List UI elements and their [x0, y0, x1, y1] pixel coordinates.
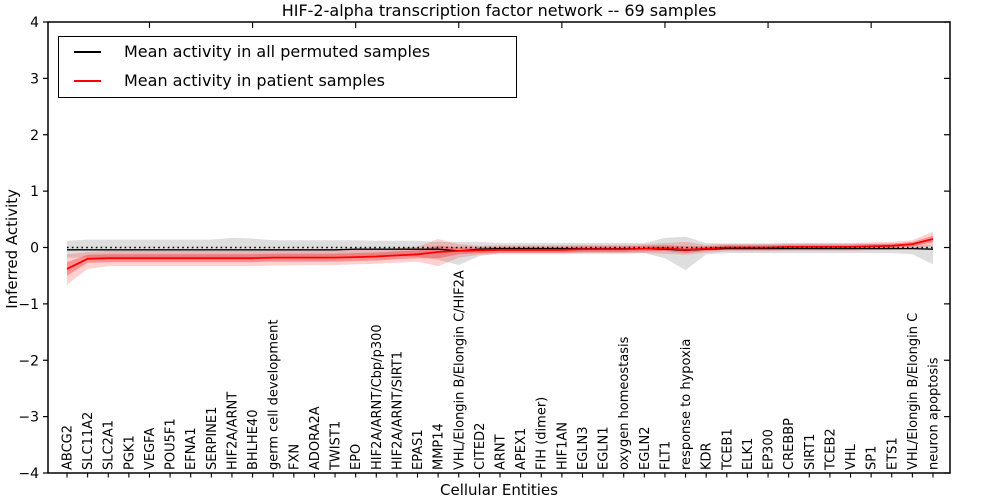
x-tick-label: TCEB2 — [823, 428, 838, 471]
y-tick-label: 1 — [30, 184, 39, 200]
x-tick-label: HIF2A/ARNT/Cbp/p300 — [370, 324, 385, 470]
x-tick-label: KDR — [700, 442, 715, 470]
x-tick-label: HIF2A/ARNT/SIRT1 — [390, 351, 405, 470]
x-tick-label: EGLN1 — [597, 426, 612, 470]
legend-entry-label: Mean activity in all permuted samples — [124, 42, 431, 61]
x-tick-label: ELK1 — [741, 438, 756, 470]
x-tick-label: VHL/Elongin B/Elongin C — [906, 313, 921, 470]
x-tick-label: FXN — [287, 444, 302, 470]
y-tick-label: −3 — [18, 410, 39, 426]
x-tick-label: BHLHE40 — [246, 410, 261, 470]
x-tick-label: EFNA1 — [184, 427, 199, 470]
series-line-0 — [67, 247, 934, 252]
legend-line-swatch-patient — [74, 79, 101, 82]
y-tick-label: 3 — [30, 71, 39, 87]
confidence-band-permuted-samples-range — [67, 236, 933, 271]
x-tick-label: HIF2A/ARNT — [225, 392, 240, 470]
x-tick-label: SERPINE1 — [205, 407, 220, 470]
confidence-band-patient-samples-range-inner — [67, 235, 933, 276]
x-tick-label: SLC11A2 — [81, 412, 96, 470]
chart-title: HIF-2-alpha transcription factor network… — [281, 1, 717, 20]
x-tick-label: TWIST1 — [329, 421, 344, 471]
x-tick-label: MMP14 — [432, 423, 447, 470]
x-tick-label: SP1 — [865, 446, 880, 470]
x-tick-label: SIRT1 — [803, 434, 818, 470]
x-tick-label: PGK1 — [122, 435, 137, 470]
x-tick-label: EGLN2 — [638, 426, 653, 470]
y-tick-label: 2 — [30, 128, 39, 144]
x-tick-label: neuron apoptosis — [927, 357, 942, 470]
x-axis-title: Cellular Entities — [440, 481, 558, 499]
x-tick-label: oxygen homeostasis — [617, 336, 632, 470]
x-tick-label: ADORA2A — [308, 406, 323, 470]
x-tick-label: VEGFA — [143, 428, 158, 470]
x-tick-label: ABCG2 — [61, 425, 76, 470]
x-tick-label: CREBBP — [782, 418, 797, 470]
y-tick-label: 0 — [30, 241, 39, 257]
x-tick-label: APEX1 — [514, 428, 529, 470]
x-tick-label: TCEB1 — [720, 428, 735, 471]
y-tick-label: −1 — [18, 297, 39, 313]
x-tick-label: POU5F1 — [164, 418, 179, 470]
legend-line-swatch-permuted — [74, 50, 101, 53]
legend-entry: Mean activity in patient samples — [59, 66, 516, 95]
y-tick-label: −2 — [18, 353, 39, 369]
y-axis-title: Inferred Activity — [3, 189, 21, 309]
x-tick-label: ARNT — [494, 434, 509, 470]
legend-entry: Mean activity in all permuted samples — [59, 37, 516, 66]
x-tick-label: EPO — [349, 444, 364, 470]
y-tick-label: 4 — [30, 15, 39, 31]
x-tick-label: VHL/Elongin B/Elongin C/HIF2A — [452, 270, 467, 470]
series-line-1 — [66, 238, 934, 270]
x-tick-label: EPAS1 — [411, 429, 426, 470]
x-tick-label: SLC2A1 — [102, 420, 117, 470]
x-tick-label: ETS1 — [885, 437, 900, 470]
confidence-band-patient-samples-range-outer — [67, 231, 933, 285]
x-tick-label: EP300 — [762, 429, 777, 470]
x-tick-label: HIF1AN — [555, 422, 570, 470]
x-tick-label: CITED2 — [473, 423, 488, 470]
x-tick-label: response to hypoxia — [679, 339, 694, 470]
x-tick-label: VHL — [844, 443, 859, 470]
x-tick-label: EGLN3 — [576, 426, 591, 470]
legend: Mean activity in all permuted samples Me… — [58, 36, 517, 98]
x-tick-label: FLT1 — [658, 441, 673, 470]
y-tick-label: −4 — [18, 466, 39, 482]
x-tick-label: germ cell development — [267, 320, 282, 470]
x-tick-label: FIH (dimer) — [535, 397, 550, 470]
legend-entry-label: Mean activity in patient samples — [124, 71, 385, 90]
